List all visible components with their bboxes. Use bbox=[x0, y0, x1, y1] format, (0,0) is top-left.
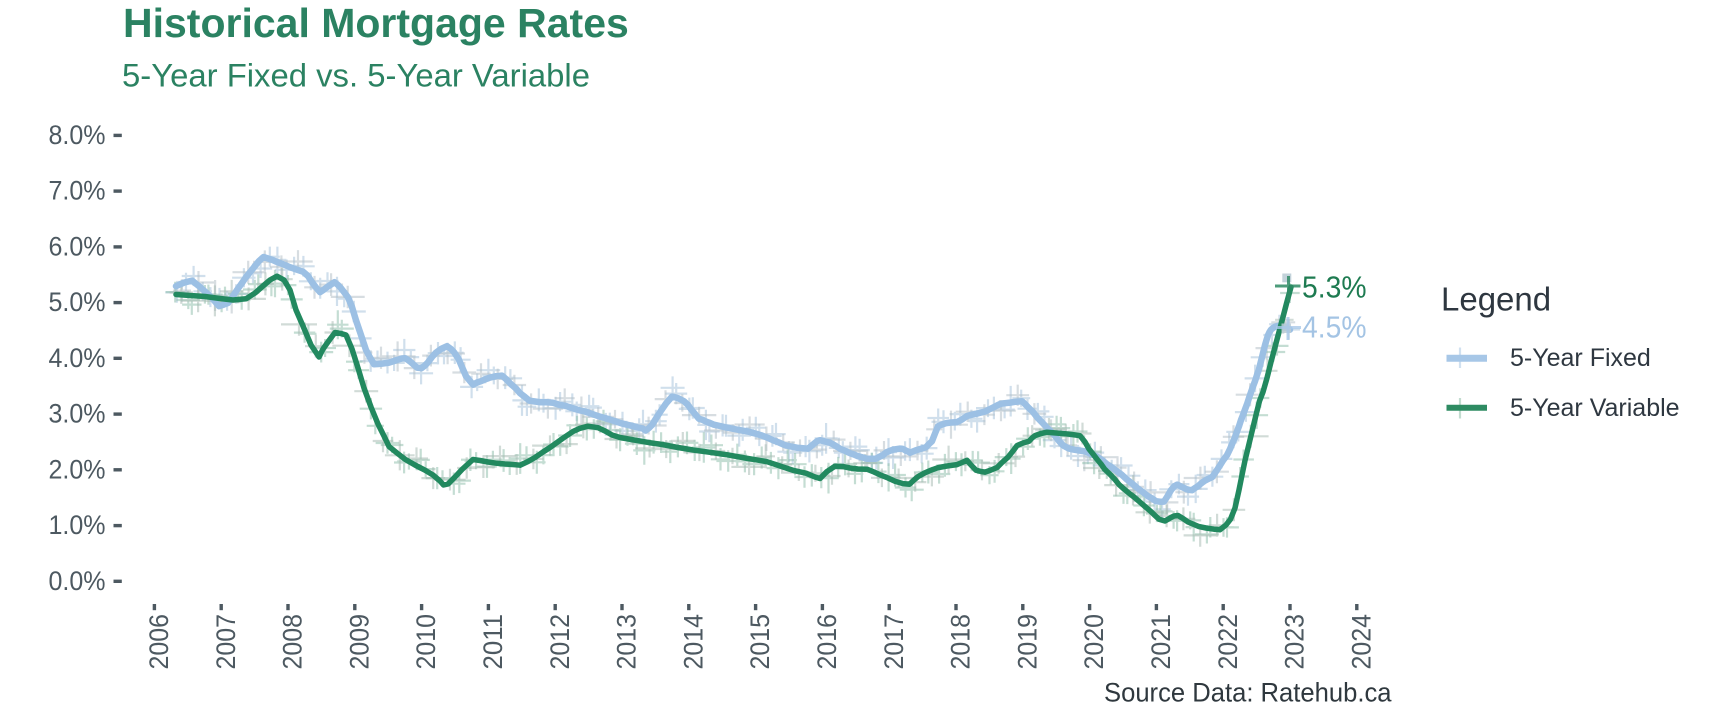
svg-text:4.0%: 4.0% bbox=[49, 343, 106, 373]
svg-text:1.0%: 1.0% bbox=[49, 510, 106, 540]
svg-text:2007: 2007 bbox=[211, 614, 241, 670]
svg-text:2012: 2012 bbox=[545, 614, 575, 670]
svg-text:2008: 2008 bbox=[278, 614, 308, 670]
svg-text:Legend: Legend bbox=[1441, 281, 1551, 318]
svg-text:2010: 2010 bbox=[411, 614, 441, 670]
svg-text:5.3%: 5.3% bbox=[1302, 270, 1367, 305]
svg-text:2020: 2020 bbox=[1079, 614, 1109, 670]
svg-text:2014: 2014 bbox=[678, 614, 708, 670]
svg-text:2019: 2019 bbox=[1012, 614, 1042, 670]
svg-text:8.0%: 8.0% bbox=[49, 120, 106, 150]
svg-text:2015: 2015 bbox=[745, 614, 775, 670]
svg-text:5-Year Variable: 5-Year Variable bbox=[1510, 394, 1680, 422]
svg-text:5-Year Fixed vs. 5-Year Variab: 5-Year Fixed vs. 5-Year Variable bbox=[122, 58, 590, 94]
svg-text:2023: 2023 bbox=[1280, 614, 1310, 670]
svg-text:0.0%: 0.0% bbox=[49, 566, 106, 596]
svg-text:2.0%: 2.0% bbox=[49, 454, 106, 484]
svg-text:5.0%: 5.0% bbox=[49, 287, 106, 317]
svg-text:2018: 2018 bbox=[946, 614, 976, 670]
svg-text:4.5%: 4.5% bbox=[1302, 310, 1367, 345]
svg-text:7.0%: 7.0% bbox=[49, 176, 106, 206]
svg-text:6.0%: 6.0% bbox=[49, 231, 106, 261]
svg-text:2021: 2021 bbox=[1146, 614, 1176, 670]
svg-text:2016: 2016 bbox=[812, 614, 842, 670]
svg-text:3.0%: 3.0% bbox=[49, 399, 106, 429]
svg-text:Historical Mortgage Rates: Historical Mortgage Rates bbox=[123, 0, 629, 46]
svg-text:Source Data: Ratehub.ca: Source Data: Ratehub.ca bbox=[1104, 678, 1392, 708]
svg-text:5-Year Fixed: 5-Year Fixed bbox=[1510, 344, 1651, 372]
svg-text:2011: 2011 bbox=[478, 614, 508, 670]
svg-text:2017: 2017 bbox=[879, 614, 909, 670]
svg-text:2013: 2013 bbox=[612, 614, 642, 670]
svg-text:2006: 2006 bbox=[144, 614, 174, 670]
svg-text:2024: 2024 bbox=[1346, 614, 1376, 670]
svg-text:2022: 2022 bbox=[1213, 614, 1243, 670]
svg-text:2009: 2009 bbox=[344, 614, 374, 670]
